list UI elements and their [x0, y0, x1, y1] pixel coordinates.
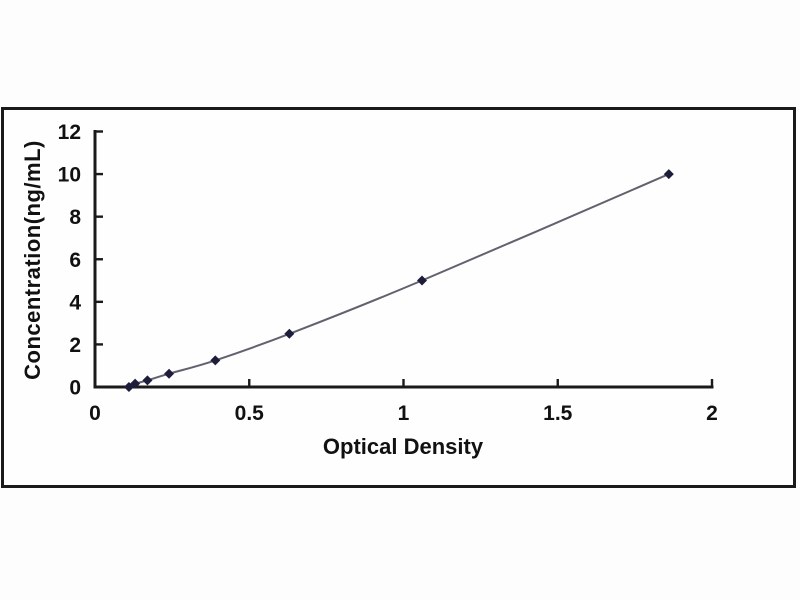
x-tick-label: 0.5	[235, 402, 265, 425]
x-axis-title: Optical Density	[322, 434, 484, 459]
x-tick-label: 1.5	[543, 402, 573, 425]
y-axis-title: Concentration(ng/mL)	[20, 140, 45, 380]
y-tick-label: 0	[69, 377, 81, 400]
x-tick-label: 2	[706, 402, 718, 425]
data-point-marker	[663, 169, 674, 180]
x-tick-label: 1	[398, 402, 410, 425]
y-tick-label: 8	[69, 206, 81, 229]
standard-curve-line	[128, 173, 670, 388]
data-point-marker	[284, 328, 295, 339]
data-point-marker	[164, 368, 175, 379]
y-tick-label: 12	[58, 121, 81, 144]
data-point-marker	[130, 378, 141, 389]
x-tick-label: 0	[89, 402, 101, 425]
y-tick-label: 10	[58, 164, 81, 187]
data-point-marker	[417, 275, 428, 286]
y-tick-label: 6	[69, 249, 81, 272]
y-tick-label: 2	[69, 334, 81, 357]
data-point-marker	[142, 375, 153, 386]
data-point-marker	[210, 355, 221, 366]
figure-frame	[1, 107, 796, 488]
y-tick-label: 4	[69, 291, 81, 314]
